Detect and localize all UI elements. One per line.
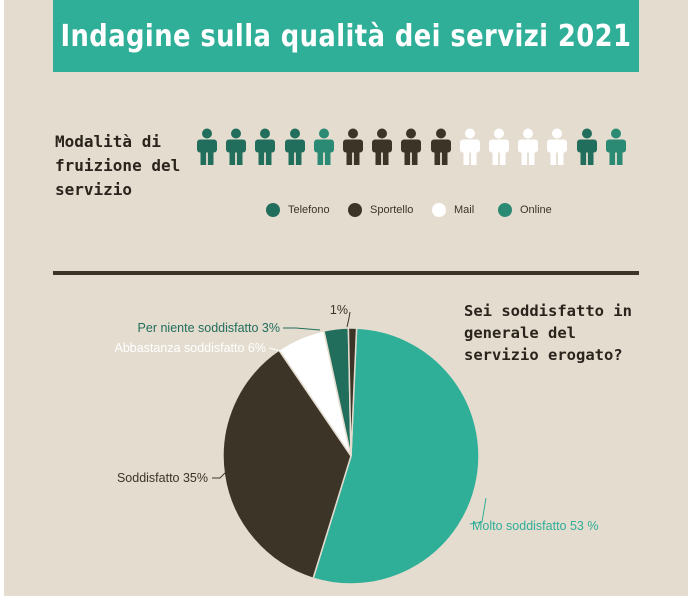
legend-swatch [432,203,446,217]
pie-slice-label: Molto soddisfatto 53 % [472,519,598,533]
modalita-legend: Telefono Sportello Mail Online [266,203,566,225]
pie-slice [347,327,358,457]
modalita-label-line: fruizione del [55,156,181,175]
person-icon [255,128,276,165]
person-icon [372,128,393,165]
people-icon-row [196,128,636,168]
pie-slice-label: Per niente soddisfatto 3% [138,321,280,335]
person-icon [547,128,568,165]
infographic-canvas: Indagine sulla qualità dei servizi 2021 … [4,0,688,596]
legend-item: Telefono [266,203,330,217]
person-icon [313,128,334,165]
person-icon [605,128,626,165]
pie-leader-line [283,327,321,331]
person-icon [489,128,509,165]
modalita-label-line: Modalità di [55,132,161,151]
person-icon [284,128,305,165]
modalita-label-line: servizio [55,180,133,199]
pie-leader-line [268,347,292,365]
pie-slice [222,349,352,580]
pie-slice-label: Soddisfatto 35% [117,471,208,485]
question-line: servizio erogato? [464,346,623,364]
pie-leader-line [469,497,487,525]
pie-leader-line [346,311,351,328]
legend-label: Sportello [370,204,414,216]
section-divider [53,271,639,275]
legend-swatch [498,203,512,217]
title-banner: Indagine sulla qualità dei servizi 2021 [53,0,639,72]
satisfaction-pie-chart: Molto soddisfatto 53 % Soddisfatto 35% Abb… [115,303,598,585]
person-icon [518,128,539,165]
page-title: Indagine sulla qualità dei servizi 2021 [60,18,632,54]
legend-item: Mail [432,203,474,217]
legend-label: Telefono [288,204,330,216]
person-icon [226,128,247,165]
legend-swatch [266,203,280,217]
person-icon [401,128,422,165]
pie-slice [312,327,480,585]
person-icon [197,128,217,165]
question-line: Sei soddisfatto in [464,302,632,320]
legend-item: Sportello [348,203,413,217]
person-icon [576,128,597,165]
legend-label: Mail [454,204,475,216]
pie-slice-label: 1% [330,303,348,317]
pie-leader-line [212,469,229,479]
question-line: generale del [464,324,576,342]
person-icon [430,128,451,165]
person-icon [459,128,480,165]
pie-slice-label: Abbastanza soddisfatto 6% [115,341,267,355]
modalita-label: Modalità di fruizione del servizio [55,130,185,202]
legend-item: Online [498,203,552,217]
legend-label: Online [520,204,552,216]
survey-question: Sei soddisfatto in generale del servizio… [464,300,644,366]
person-icon [343,128,363,165]
legend-swatch [348,203,362,217]
